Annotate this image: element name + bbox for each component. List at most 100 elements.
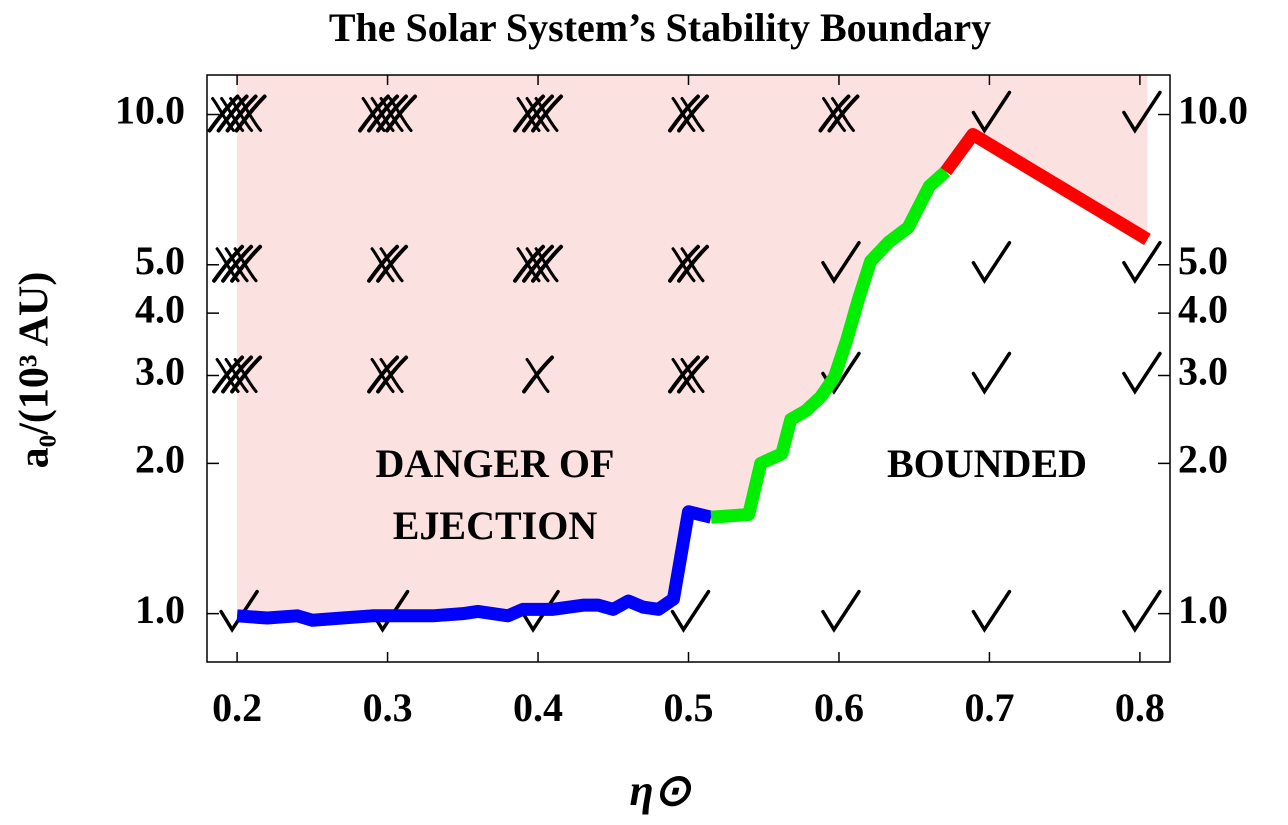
cross-stroke [233,247,258,283]
x-tick-label: 0.6 [814,685,864,730]
check-stroke [971,90,1012,134]
annotation: DANGER OF [376,441,615,486]
cross-stroke [221,355,254,394]
cross-stroke [827,94,860,133]
cross-stroke [215,247,240,283]
boundary-line [940,127,1151,246]
check-marker [821,241,861,285]
cross-stroke [668,244,700,283]
cross-stroke [680,97,705,133]
check-stroke [219,589,259,633]
cross-stroke [821,97,846,133]
cross-stroke [522,244,555,283]
check-stroke [821,241,861,285]
cross-stroke [677,244,709,283]
x-tick-label: 0.7 [964,685,1014,730]
cross-stroke [534,97,559,133]
check-stroke [971,241,1012,285]
y2-tick-label: 4.0 [1178,286,1228,331]
cross-stroke [522,355,555,394]
cross-stroke [233,357,258,393]
cross-stroke [385,94,418,133]
boundary-line [710,166,951,524]
x-tick-label: 0.2 [212,685,262,730]
y-tick-label: 1.0 [135,587,185,632]
cross-stroke [220,97,245,133]
cross-stroke [367,355,400,394]
cross-stroke [370,247,395,283]
check-stroke [1122,241,1162,285]
cross-stroke [516,247,541,283]
cross-marker [367,355,409,394]
cross-marker [668,355,709,394]
cross-stroke [677,94,709,133]
cross-marker [367,244,409,283]
cross-stroke [376,94,409,133]
cross-stroke [212,355,245,394]
cross-stroke [238,97,263,133]
x-tick-label: 0.4 [513,685,563,730]
cross-stroke [379,357,404,393]
check-stroke [1122,351,1162,395]
x-tick-label: 0.5 [664,685,714,730]
cross-marker [212,355,263,394]
cross-stroke [534,247,559,283]
check-stroke [1122,90,1162,134]
y-tick-label: 10.0 [115,88,185,133]
x-tick-label: 0.8 [1115,685,1165,730]
cross-stroke [525,357,550,393]
cross-stroke [224,247,249,283]
y-axis-label: a₀/(10³ AU) [12,272,58,469]
cross-marker [668,94,709,133]
cross-stroke [376,244,409,283]
cross-marker [207,94,267,133]
cross-stroke [522,94,555,133]
y-tick-label: 4.0 [135,286,185,331]
check-marker [971,351,1012,395]
cross-stroke [830,97,855,133]
cross-stroke [677,355,709,394]
cross-stroke [379,247,404,283]
cross-stroke [230,355,263,394]
cross-stroke [224,357,249,393]
y-tick-label: 3.0 [135,349,185,394]
check-stroke [971,351,1012,395]
cross-stroke [225,94,258,133]
cross-stroke [215,357,240,393]
cross-stroke [671,357,696,393]
cross-stroke [367,244,400,283]
cross-stroke [367,94,400,133]
cross-stroke [229,97,254,133]
x-tick-label: 0.3 [363,685,413,730]
check-marker [1122,241,1162,285]
cross-stroke [388,97,413,133]
cross-stroke [376,355,409,394]
y2-tick-label: 3.0 [1178,349,1228,394]
cross-stroke [531,244,564,283]
cross-stroke [513,94,546,133]
cross-stroke [525,97,550,133]
danger-region [237,75,1148,621]
cross-stroke [513,244,546,283]
cross-stroke [671,247,696,283]
cross-stroke [370,97,395,133]
check-marker [1122,90,1162,134]
cross-stroke [525,247,550,283]
check-marker [971,241,1012,285]
cross-marker [513,244,564,283]
y-tick-label: 5.0 [135,238,185,283]
cross-stroke [230,244,263,283]
cross-marker [522,355,555,394]
cross-stroke [379,97,404,133]
cross-marker [212,244,263,283]
cross-stroke [671,97,696,133]
check-marker [1122,351,1162,395]
cross-stroke [531,94,564,133]
cross-stroke [668,94,700,133]
annotation: BOUNDED [887,441,1087,486]
cross-marker [668,244,709,283]
check-marker [821,589,861,633]
y2-tick-label: 10.0 [1178,88,1248,133]
